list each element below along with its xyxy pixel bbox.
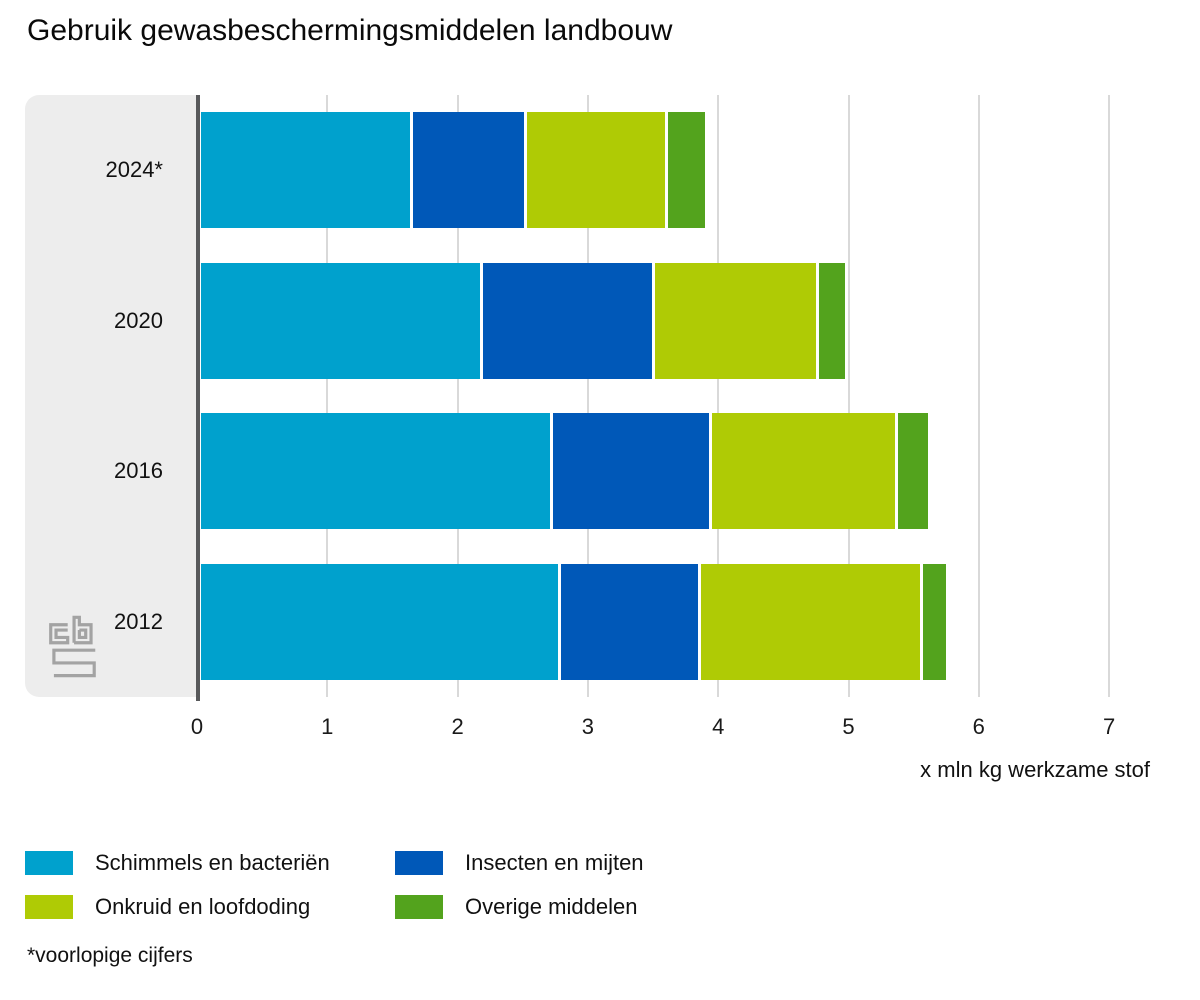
bar-segment-2024-3[interactable] xyxy=(526,112,665,228)
category-label: 2020 xyxy=(114,307,163,333)
category-panel xyxy=(25,95,196,697)
legend-item-4: Overige middelen xyxy=(395,894,644,920)
cbs-logo-c xyxy=(49,623,70,645)
legend-item-3: Onkruid en loofdoding xyxy=(25,894,395,920)
x-tick-label: 1 xyxy=(321,714,334,739)
bar-segment-2024-2[interactable] xyxy=(413,112,524,228)
x-tick-label: 0 xyxy=(190,714,204,739)
cbs-logo-b xyxy=(72,615,93,645)
y-axis-line xyxy=(196,95,200,701)
x-tick-label: 3 xyxy=(581,714,595,739)
gridline xyxy=(456,95,459,697)
x-tick-label: 7 xyxy=(1102,714,1116,739)
page-title: Gebruik gewasbeschermingsmiddelen landbo… xyxy=(27,14,673,47)
bar-segment-2016-4[interactable] xyxy=(898,413,928,529)
gridline xyxy=(326,95,329,697)
gridline xyxy=(717,95,720,697)
gridline xyxy=(586,95,589,697)
legend-item-2: Insecten en mijten xyxy=(395,850,644,876)
legend-item-1: Schimmels en bacteriën xyxy=(25,850,395,876)
legend-swatch xyxy=(395,895,443,919)
cbs-logo-b-hole xyxy=(77,628,88,640)
x-tick-label: 2 xyxy=(451,714,464,739)
bar-segment-2024-1[interactable] xyxy=(201,112,411,228)
x-tick-label: 5 xyxy=(842,714,855,739)
category-label: 2012 xyxy=(114,608,163,634)
bar-segment-2024-4[interactable] xyxy=(667,112,706,228)
footnote: *voorlopige cijfers xyxy=(27,944,193,967)
bar-segment-2020-2[interactable] xyxy=(482,262,652,379)
legend-label: Onkruid en loofdoding xyxy=(95,894,311,919)
bar-segment-2016-1[interactable] xyxy=(201,413,550,529)
cbs-logo xyxy=(49,615,96,678)
x-axis-unit-label: x mln kg werkzame stof xyxy=(920,757,1150,782)
bar-segment-2020-3[interactable] xyxy=(654,262,816,379)
bar-segment-2012-3[interactable] xyxy=(701,563,920,680)
bar-segment-2016-2[interactable] xyxy=(552,413,709,529)
gridline xyxy=(977,95,980,697)
bar-segment-2012-4[interactable] xyxy=(922,563,947,680)
bar-segment-2020-4[interactable] xyxy=(818,262,845,379)
legend-label: Schimmels en bacteriën xyxy=(95,850,330,875)
category-label: 2016 xyxy=(114,458,163,483)
bar-segment-2012-1[interactable] xyxy=(201,563,558,680)
bar-segment-2020-1[interactable] xyxy=(201,262,480,379)
gridline xyxy=(1108,95,1111,697)
cbs-logo-s xyxy=(52,648,96,678)
legend-label: Insecten en mijten xyxy=(465,850,644,875)
legend-swatch xyxy=(25,851,73,875)
gridline xyxy=(847,95,850,697)
legend-swatch xyxy=(395,851,443,875)
legend: Schimmels en bacteriën Insecten en mijten… xyxy=(25,850,644,920)
category-label: 2024* xyxy=(105,157,163,182)
legend-label: Overige middelen xyxy=(465,894,638,919)
x-tick-label: 6 xyxy=(972,714,985,739)
bar-segment-2016-3[interactable] xyxy=(711,413,896,529)
x-tick-label: 4 xyxy=(712,714,725,739)
bar-segment-2012-2[interactable] xyxy=(560,563,699,680)
legend-swatch xyxy=(25,895,73,919)
